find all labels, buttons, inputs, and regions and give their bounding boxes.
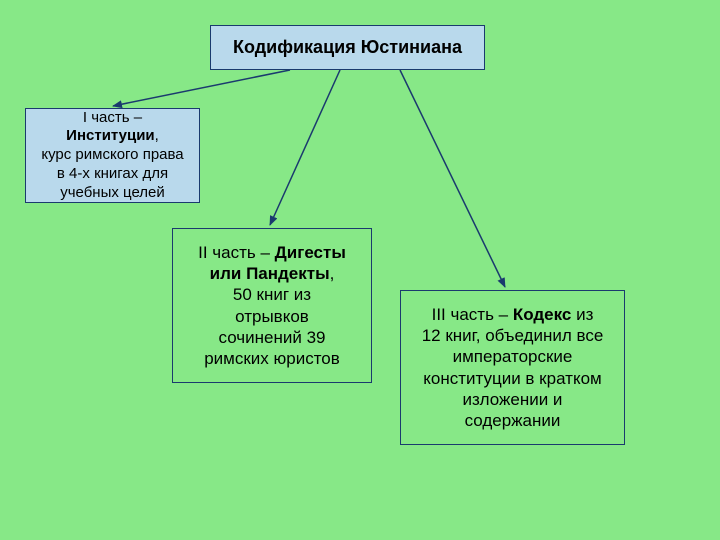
title-box: Кодификация Юстиниана: [210, 25, 485, 70]
part3-content: III часть – Кодекс из 12 книг, объединил…: [422, 304, 604, 432]
arrow-to-part3: [400, 70, 505, 287]
part1-content: I часть – Институции, курс римского прав…: [41, 109, 183, 203]
part1-box: I часть – Институции, курс римского прав…: [25, 108, 200, 203]
title-text: Кодификация Юстиниана: [233, 36, 462, 59]
arrow-to-part2: [270, 70, 340, 225]
part2-content: II часть – Дигесты или Пандекты, 50 книг…: [198, 242, 346, 370]
arrow-to-part1: [113, 70, 290, 106]
part2-box: II часть – Дигесты или Пандекты, 50 книг…: [172, 228, 372, 383]
part3-box: III часть – Кодекс из 12 книг, объединил…: [400, 290, 625, 445]
